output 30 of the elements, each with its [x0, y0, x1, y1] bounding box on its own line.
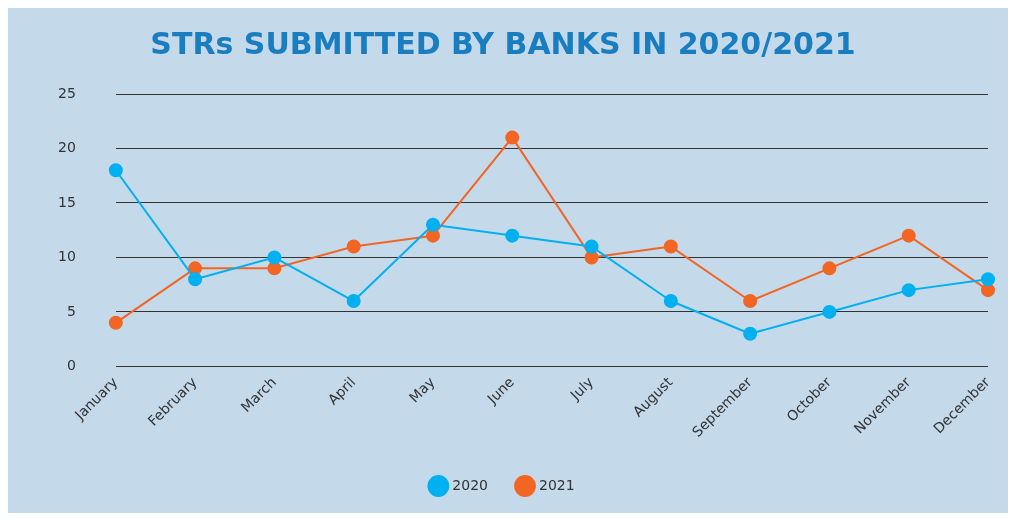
point: [743, 294, 758, 309]
point: [346, 239, 361, 254]
point: [584, 239, 599, 254]
y-tick-label: 5: [66, 302, 76, 319]
y-tick-label: 20: [57, 139, 76, 156]
point: [108, 163, 123, 178]
point: [743, 326, 758, 341]
point: [425, 217, 440, 232]
point: [901, 283, 916, 298]
point: [346, 294, 361, 309]
point: [901, 228, 916, 243]
y-tick-label: 10: [57, 248, 76, 265]
point: [981, 272, 995, 287]
point: [822, 261, 837, 276]
point: [981, 283, 995, 298]
point: [663, 294, 678, 309]
chart-title: STRs SUBMITTED BY BANKS IN 2020/2021: [150, 25, 856, 61]
legend-label: 2020: [452, 476, 489, 493]
point: [505, 228, 520, 243]
y-tick-label: 25: [57, 84, 76, 101]
y-tick-label: 15: [57, 193, 76, 210]
point: [188, 272, 203, 287]
point: [267, 250, 282, 265]
legend-label: 2021: [539, 476, 575, 493]
point: [663, 239, 678, 254]
point: [505, 130, 520, 145]
point: [822, 304, 837, 319]
point: [108, 315, 123, 330]
point: [425, 228, 440, 243]
y-tick-label: 0: [66, 357, 76, 374]
